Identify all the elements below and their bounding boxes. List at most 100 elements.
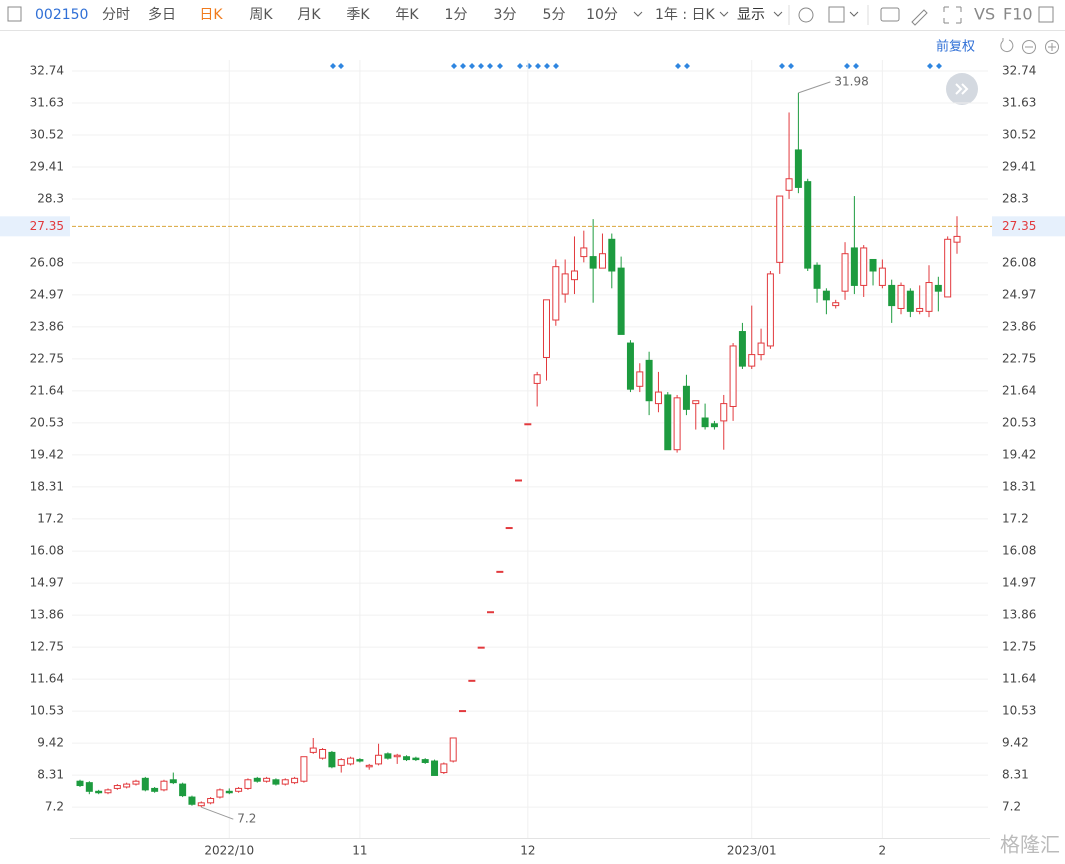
y-tick-label: 19.42	[30, 447, 64, 461]
candle-body	[645, 359, 653, 402]
y-tick-label: 24.97	[30, 287, 64, 301]
tab[interactable]: 日K	[199, 7, 223, 23]
candle-body	[291, 777, 299, 784]
square-icon[interactable]	[828, 6, 845, 23]
candle-body	[589, 256, 597, 269]
candle-body	[151, 787, 159, 792]
y-tick-label: 16.08	[30, 544, 64, 558]
candle-body	[169, 779, 177, 784]
y-tick-label: 28.3	[37, 191, 64, 205]
candle-body	[888, 284, 896, 307]
candle-body	[906, 290, 914, 312]
y-tick-label: 23.86	[30, 319, 64, 333]
toolbar-bg	[0, 0, 1065, 30]
candle-body	[197, 802, 205, 807]
candle-body	[496, 570, 504, 573]
candle-body	[384, 753, 392, 759]
panel-icon[interactable]	[1038, 6, 1054, 23]
candle-body	[365, 764, 373, 768]
candle-body	[804, 181, 812, 269]
candle-body	[785, 178, 793, 191]
candle-body	[132, 780, 140, 785]
tab[interactable]: 5分	[543, 7, 566, 23]
camera-icon[interactable]	[880, 7, 900, 22]
candle-body	[794, 149, 802, 188]
candle-body	[682, 385, 690, 410]
adjust-mode[interactable]: 前复权	[936, 39, 975, 55]
dropdown-arrow	[633, 11, 643, 17]
f10-button[interactable]: F10	[1003, 5, 1033, 24]
candle-body	[701, 417, 709, 428]
candle-body	[505, 527, 513, 530]
candle-body	[515, 479, 522, 482]
stock-code[interactable]: 002150	[35, 7, 88, 23]
candle-body	[533, 374, 541, 384]
tab[interactable]: 10分	[586, 7, 618, 23]
x-tick-label: 11	[352, 844, 367, 858]
candle-body	[375, 754, 383, 765]
display-menu[interactable]: 显示	[737, 7, 765, 23]
tab[interactable]: 周K	[249, 7, 273, 23]
zoom-out-icon[interactable]	[1022, 40, 1036, 54]
dropdown-arrow	[773, 11, 783, 17]
candle-body	[766, 273, 774, 347]
y-tick-label-right: 19.42	[1002, 447, 1036, 461]
y-tick-label-right: 30.52	[1002, 127, 1036, 141]
price-label-bg	[992, 216, 1065, 237]
y-tick-label-right: 8.31	[1002, 768, 1029, 782]
tab[interactable]: 分时	[102, 7, 130, 23]
y-tick-label-right: 23.86	[1002, 319, 1036, 333]
min-label: 7.2	[237, 812, 256, 826]
candle-body	[850, 247, 858, 286]
settings-icon[interactable]	[798, 7, 814, 23]
y-tick-label-right: 10.53	[1002, 704, 1036, 718]
fullscreen-icon[interactable]	[943, 6, 962, 24]
candle-body	[710, 423, 718, 428]
y-tick-label: 30.52	[30, 127, 64, 141]
y-tick-label-right: 24.97	[1002, 287, 1036, 301]
candle-body	[897, 284, 905, 309]
candle-body	[235, 787, 243, 792]
candle-body	[281, 779, 289, 785]
y-tick-label-right: 31.63	[1002, 95, 1036, 109]
candle-body	[263, 777, 271, 782]
zoom-in-icon[interactable]	[1045, 40, 1059, 54]
period-select[interactable]: 1年 : 日K	[655, 7, 716, 23]
candle-body	[225, 790, 233, 794]
candle-body	[664, 394, 672, 451]
candle-body	[860, 247, 868, 286]
vs-button[interactable]: VS	[974, 5, 995, 24]
price-label-bg	[0, 216, 70, 237]
min-leader	[201, 806, 234, 820]
tab[interactable]: 月K	[297, 7, 321, 23]
tab[interactable]: 3分	[494, 7, 517, 23]
y-tick-label-right: 7.2	[1002, 800, 1021, 814]
tab[interactable]: 多日	[148, 6, 176, 23]
tab[interactable]: 年K	[395, 7, 419, 23]
y-tick-label-right: 28.3	[1002, 191, 1029, 205]
y-tick-label-right: 18.31	[1002, 479, 1036, 493]
x-tick-label: 2023/01	[727, 844, 777, 858]
candle-body	[337, 759, 345, 766]
tab[interactable]: 季K	[346, 7, 370, 23]
y-tick-label: 17.2	[37, 511, 64, 525]
dropdown-arrow	[849, 11, 859, 17]
pen-icon[interactable]	[911, 9, 928, 26]
y-tick-label-right: 9.42	[1002, 736, 1029, 750]
candle-body	[925, 282, 933, 312]
tab[interactable]: 1分	[445, 7, 468, 23]
candle-body	[179, 783, 187, 797]
watermark: 格隆汇	[1000, 833, 1060, 857]
candle-body	[113, 785, 121, 789]
max-leader	[798, 81, 831, 94]
candle-body	[95, 790, 103, 794]
candle-body	[309, 747, 317, 753]
undo-icon[interactable]	[1000, 38, 1014, 53]
y-tick-label: 32.74	[30, 63, 64, 77]
y-tick-label: 9.42	[37, 736, 64, 750]
checkbox[interactable]	[7, 6, 22, 22]
y-tick-label: 18.31	[30, 479, 64, 493]
current-price-label: 27.35	[30, 219, 64, 233]
y-tick-label-right: 17.2	[1002, 511, 1029, 525]
